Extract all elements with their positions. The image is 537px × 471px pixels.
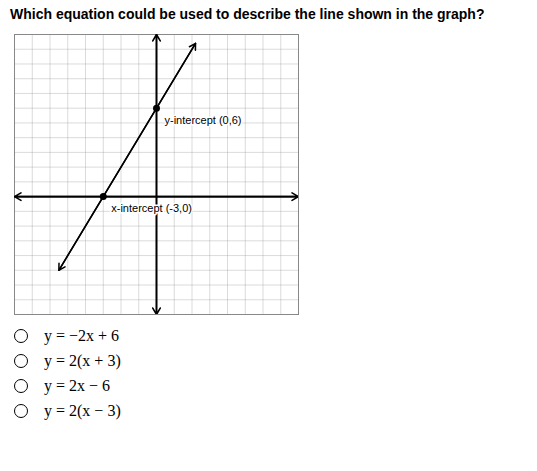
html-text:y = 2(x + 3): y = 2(x + 3)	[44, 352, 121, 369]
html-text:y = −2x + 6: y = −2x + 6	[44, 327, 120, 344]
html-text:y = 2x − 6: y = 2x − 6	[44, 377, 110, 394]
html-text:Which equation could be used t: Which equation could be used to describe…	[10, 6, 485, 22]
svg-text:y-intercept (0,6): y-intercept (0,6)	[165, 113, 242, 125]
html-text:y = 2(x − 3): y = 2(x − 3)	[44, 402, 121, 419]
svg-text:x-intercept (-3,0): x-intercept (-3,0)	[111, 202, 192, 214]
